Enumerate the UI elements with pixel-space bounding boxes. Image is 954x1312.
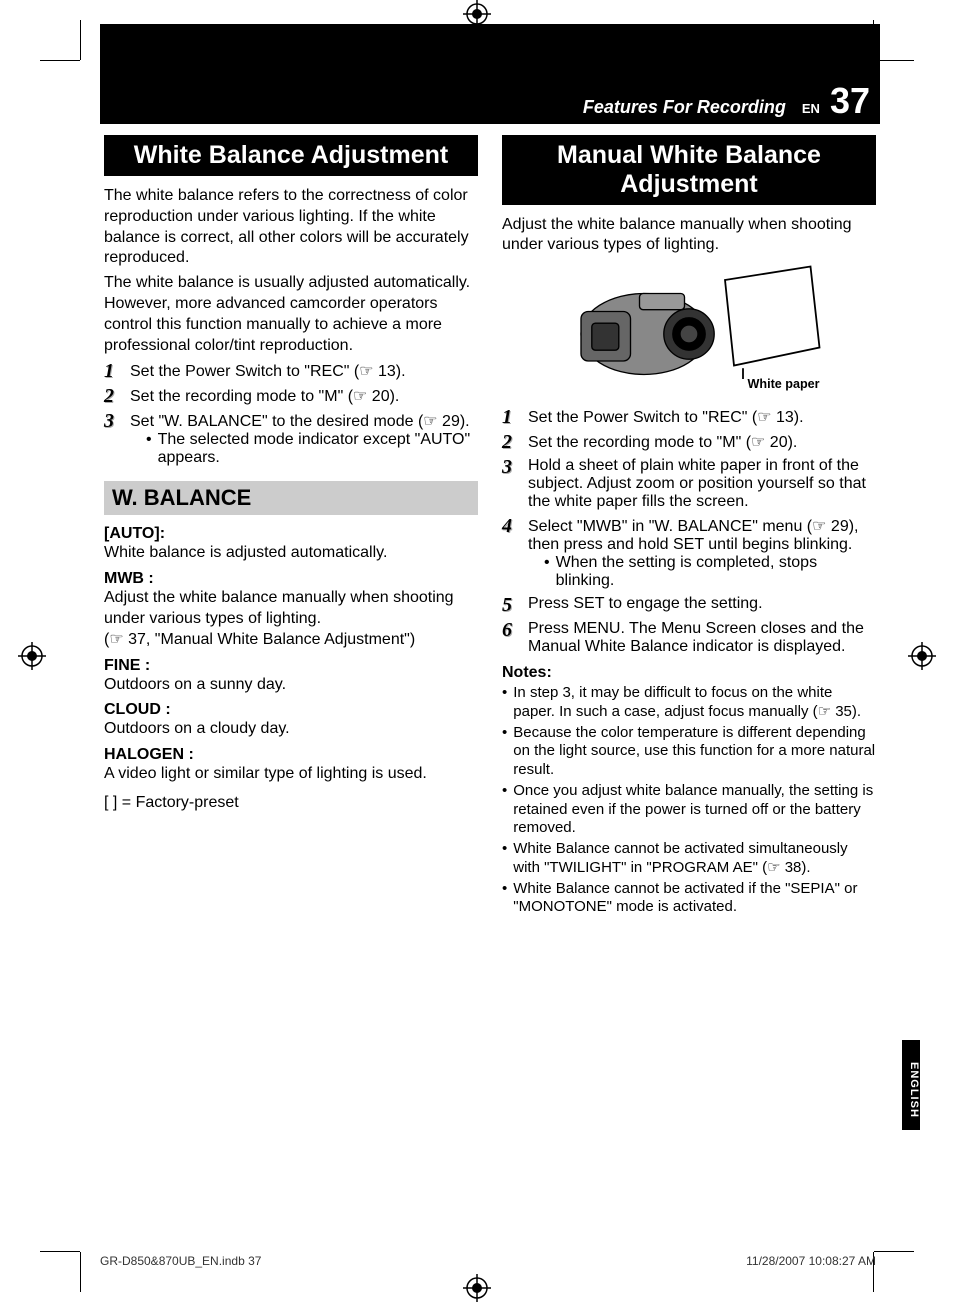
crop-mark [874,1251,914,1252]
right-column: Manual White Balance Adjustment Adjust t… [502,135,876,919]
step-text: Set the recording mode to "M" (☞ 20). [528,432,876,452]
crop-mark [40,60,80,61]
intro-text: The white balance refers to the correctn… [104,186,478,269]
step-1: 1 Set the Power Switch to "REC" (☞ 13). [104,361,478,381]
page-header: Features For Recording EN 37 [100,24,880,124]
step-3: 3 Hold a sheet of plain white paper in f… [502,457,876,511]
step-1: 1 Set the Power Switch to "REC" (☞ 13). [502,407,876,427]
step-sub-text: When the setting is completed, stops bli… [556,554,876,590]
subsection-heading: W. BALANCE [104,481,478,515]
lang-code: EN [802,101,820,116]
camcorder-illustration-icon: White paper [554,262,824,397]
factory-preset-note: [ ] = Factory-preset [104,793,478,814]
option-cloud-label: CLOUD : [104,701,478,719]
step-number-icon: 3 [502,457,520,477]
crop-mark [874,60,914,61]
step-text: Set "W. BALANCE" to the desired mode (☞ … [130,411,478,431]
step-number-icon: 1 [104,361,122,381]
step-sub-text: The selected mode indicator except "AUTO… [158,431,478,467]
step-3: 3 Set "W. BALANCE" to the desired mode (… [104,411,478,467]
notes-heading: Notes: [502,664,876,682]
step-2: 2 Set the recording mode to "M" (☞ 20). [502,432,876,452]
option-fine-desc: Outdoors on a sunny day. [104,675,478,696]
registration-mark-icon [463,1274,491,1302]
step-text: Set the Power Switch to "REC" (☞ 13). [528,407,876,427]
option-auto-desc: White balance is adjusted automatically. [104,543,478,564]
note-item: White Balance cannot be activated simult… [513,840,876,878]
step-text: Press MENU. The Menu Screen closes and t… [528,620,876,656]
step-text: Set the Power Switch to "REC" (☞ 13). [130,361,478,381]
step-number-icon: 4 [502,516,520,536]
step-number-icon: 5 [502,595,520,615]
language-tab: ENGLISH [902,1040,920,1130]
step-6: 6 Press MENU. The Menu Screen closes and… [502,620,876,656]
step-text: Hold a sheet of plain white paper in fro… [528,457,876,511]
crop-mark [80,1252,81,1292]
step-number-icon: 2 [502,432,520,452]
notes-list: In step 3, it may be difficult to focus … [502,684,876,917]
step-4: 4 Select "MWB" in "W. BALANCE" menu (☞ 2… [502,516,876,590]
step-5: 5 Press SET to engage the setting. [502,595,876,615]
crop-mark [40,1251,80,1252]
section-name: Features For Recording [583,97,786,118]
step-text: Set the recording mode to "M" (☞ 20). [130,386,478,406]
step-number-icon: 2 [104,386,122,406]
step-2: 2 Set the recording mode to "M" (☞ 20). [104,386,478,406]
footer-timestamp: 11/28/2007 10:08:27 AM [746,1254,876,1268]
page-number: 37 [830,80,870,122]
left-column: White Balance Adjustment The white balan… [104,135,478,919]
step-text: Press SET to engage the setting. [528,595,876,613]
intro-text: Adjust the white balance manually when s… [502,215,876,257]
step-number-icon: 1 [502,407,520,427]
note-item: Because the color temperature is differe… [513,724,876,780]
option-mwb-desc: Adjust the white balance manually when s… [104,588,478,630]
option-mwb-ref: (☞ 37, "Manual White Balance Adjustment"… [104,630,478,651]
section-title-left: White Balance Adjustment [104,135,478,176]
footer-filename: GR-D850&870UB_EN.indb 37 [100,1254,261,1268]
illustration-caption: White paper [748,377,820,391]
note-item: Once you adjust white balance manually, … [513,782,876,838]
option-halogen-desc: A video light or similar type of lightin… [104,764,478,785]
registration-mark-icon [908,642,936,670]
option-cloud-desc: Outdoors on a cloudy day. [104,719,478,740]
section-title-right: Manual White Balance Adjustment [502,135,876,205]
option-mwb-label: MWB : [104,570,478,588]
registration-mark-icon [18,642,46,670]
crop-mark [80,20,81,60]
option-fine-label: FINE : [104,657,478,675]
step-text: Select "MWB" in "W. BALANCE" menu (☞ 29)… [528,516,876,554]
note-item: White Balance cannot be activated if the… [513,880,876,918]
option-halogen-label: HALOGEN : [104,746,478,764]
page-footer: GR-D850&870UB_EN.indb 37 11/28/2007 10:0… [100,1254,876,1268]
step-number-icon: 3 [104,411,122,431]
note-item: In step 3, it may be difficult to focus … [513,684,876,722]
step-number-icon: 6 [502,620,520,640]
option-auto-label: [AUTO]: [104,525,478,543]
intro-text: The white balance is usually adjusted au… [104,273,478,356]
